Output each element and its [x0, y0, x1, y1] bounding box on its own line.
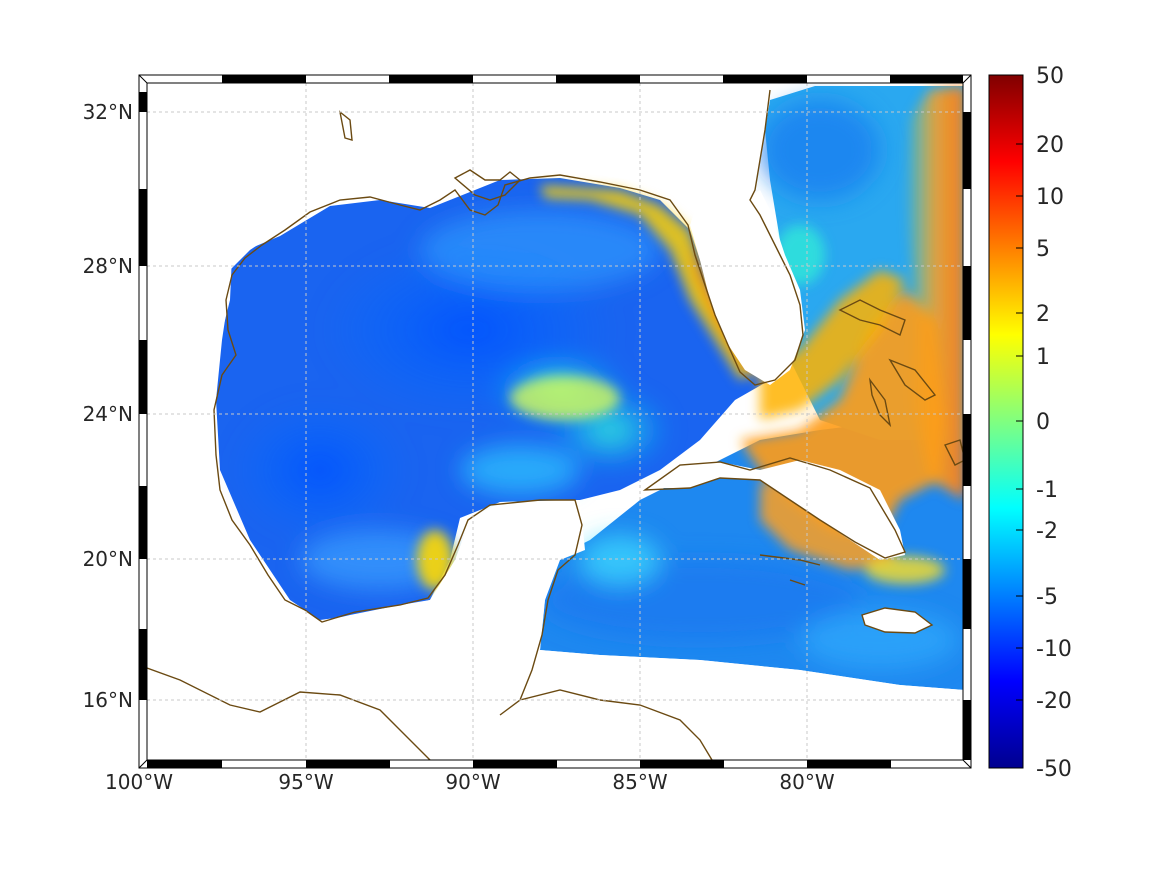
colorbar: 50 20 10 5 2 1 0 -1 -2 -5 -10 -20 -50 — [988, 64, 1072, 782]
colorbar-tick-label: -5 — [1036, 585, 1058, 610]
colorbar-tick-label: 20 — [1036, 133, 1064, 158]
latitude-labels: 32°N 28°N 24°N 20°N 16°N — [83, 100, 133, 712]
lon-tick-label: 95°W — [278, 770, 333, 794]
colorbar-tick-label: 5 — [1036, 237, 1050, 262]
colorbar-tick-label: 50 — [1036, 64, 1064, 89]
lat-tick-label: 28°N — [83, 254, 133, 278]
lon-tick-label: 100°W — [105, 770, 173, 794]
coastlines — [147, 89, 963, 760]
colorbar-tick-label: -20 — [1036, 689, 1072, 714]
colorbar-tick-label: -50 — [1036, 757, 1072, 782]
colorbar-tick-label: 1 — [1036, 345, 1050, 370]
colorbar-tick-label: -10 — [1036, 637, 1072, 662]
graticule — [147, 83, 963, 760]
colorbar-tick-label: 2 — [1036, 302, 1050, 327]
colorbar-tick-label: 10 — [1036, 185, 1064, 210]
lon-tick-label: 80°W — [779, 770, 834, 794]
lon-tick-label: 85°W — [612, 770, 667, 794]
data-field — [147, 83, 963, 760]
map-frame — [138, 74, 972, 769]
lat-tick-label: 16°N — [83, 688, 133, 712]
lat-tick-label: 24°N — [83, 402, 133, 426]
colorbar-tick-label: -1 — [1036, 478, 1058, 503]
lat-tick-label: 20°N — [83, 547, 133, 571]
lat-tick-label: 32°N — [83, 100, 133, 124]
colorbar-tick-label: 0 — [1036, 410, 1050, 435]
longitude-labels: 100°W 95°W 90°W 85°W 80°W — [105, 770, 835, 794]
colorbar-tick-label: -2 — [1036, 519, 1058, 544]
lon-tick-label: 90°W — [445, 770, 500, 794]
